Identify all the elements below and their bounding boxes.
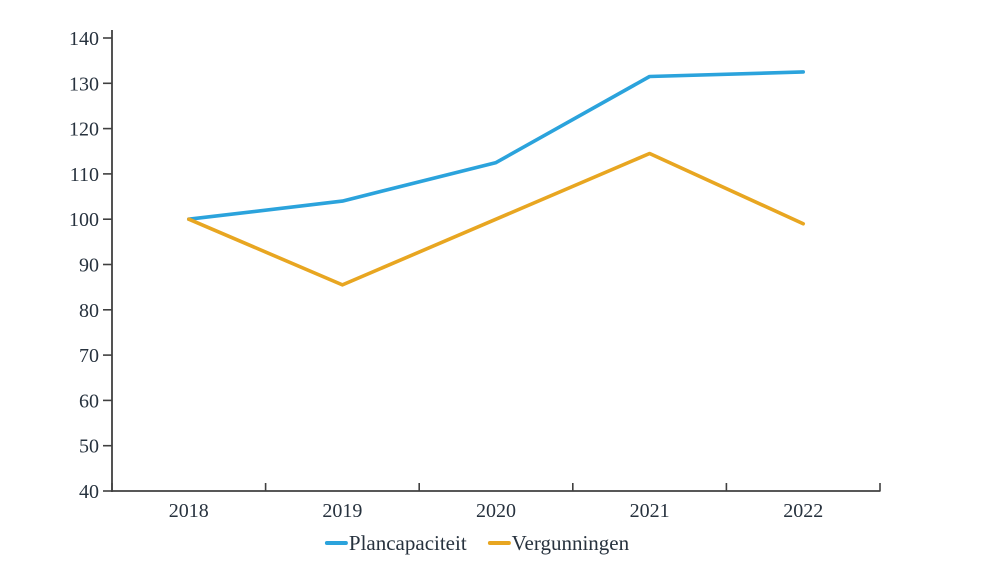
legend-label-vergunningen: Vergunningen (511, 531, 630, 555)
chart-legend: Plancapaciteit Vergunningen (324, 531, 630, 555)
x-axis-tick-label: 2019 (322, 500, 362, 522)
y-axis-tick-label: 60 (79, 390, 99, 412)
y-axis-tick-label: 110 (70, 164, 99, 186)
legend-label-plancapaciteit: Plancapaciteit (348, 531, 467, 555)
x-axis-tick-label: 2021 (630, 500, 670, 522)
y-axis-tick-label: 90 (79, 255, 99, 277)
series-line-vergunningen (187, 151, 806, 287)
y-axis-tick-label: 120 (69, 119, 99, 141)
x-axis-tick-label: 2022 (783, 500, 823, 522)
x-axis-tick-label: 2018 (169, 500, 209, 522)
y-axis-tick-label: 100 (69, 209, 99, 231)
vergunningen-line-swatch (487, 541, 511, 545)
y-axis-tick-label: 50 (79, 436, 99, 458)
x-axis-tick-label: 2020 (476, 500, 516, 522)
legend-item-plancapaciteit: Plancapaciteit (324, 531, 467, 555)
y-axis-tick-label: 40 (79, 481, 99, 503)
y-axis-tick-label: 80 (79, 300, 99, 322)
y-axis-tick-label: 70 (79, 345, 99, 367)
y-axis-tick-label: 140 (69, 28, 99, 50)
series-line-plancapaciteit (187, 70, 806, 221)
plancapaciteit-line-swatch (324, 541, 348, 545)
legend-item-vergunningen: Vergunningen (487, 531, 630, 555)
y-axis-tick-label: 130 (69, 73, 99, 95)
